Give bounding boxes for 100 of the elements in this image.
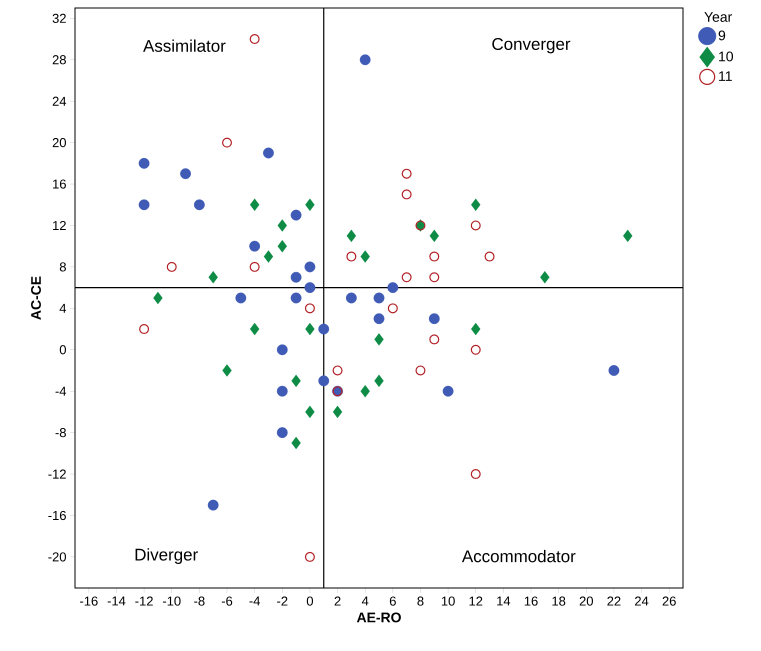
x-tick-label: -14 — [108, 596, 126, 606]
point — [264, 250, 274, 263]
point — [470, 469, 481, 480]
x-tick-label: 0 — [306, 596, 314, 606]
x-tick-label: 10 — [442, 596, 455, 606]
point — [608, 365, 620, 376]
point — [374, 292, 384, 304]
point — [276, 427, 288, 438]
point — [290, 292, 302, 304]
y-tick-label: -12 — [48, 470, 66, 479]
x-tick-label: 12 — [470, 596, 482, 606]
point — [290, 272, 302, 283]
point — [374, 313, 384, 324]
point — [166, 262, 177, 272]
point — [222, 364, 232, 377]
point — [250, 198, 260, 211]
y-tick-label: -16 — [48, 510, 66, 520]
point — [346, 252, 356, 262]
point — [305, 322, 315, 336]
point — [222, 138, 232, 148]
x-tick-label: 18 — [552, 596, 566, 606]
point — [402, 189, 412, 200]
point — [470, 220, 481, 230]
point — [249, 240, 260, 252]
point — [415, 365, 426, 376]
y-tick-label: 16 — [53, 179, 66, 189]
point — [429, 272, 440, 282]
x-tick-label: 20 — [580, 596, 593, 606]
point — [250, 34, 260, 44]
annotation: Converger — [492, 38, 570, 54]
x-tick-label: -12 — [135, 596, 153, 606]
point — [290, 210, 302, 221]
point — [470, 344, 481, 355]
point — [388, 303, 398, 314]
x-tick-label: 6 — [390, 596, 396, 606]
point — [278, 219, 287, 232]
x-tick-label: -2 — [277, 596, 288, 606]
legend-label: 10 — [719, 52, 734, 62]
point — [305, 406, 315, 418]
y-tick-label: 12 — [53, 220, 66, 230]
point — [139, 324, 150, 334]
y-tick-label: 32 — [52, 14, 66, 23]
x-tick-label: 26 — [662, 596, 676, 606]
annotation: Accommodator — [462, 550, 576, 562]
point — [346, 292, 357, 304]
point — [153, 292, 163, 304]
y-tick-label: -20 — [48, 552, 66, 562]
legend-label: 11 — [719, 71, 732, 81]
point — [471, 198, 480, 211]
x-tick-label: 2 — [334, 596, 340, 606]
point — [360, 54, 371, 66]
point — [304, 552, 315, 562]
point — [540, 271, 550, 284]
point — [180, 168, 191, 180]
x-axis-title: AE-RO — [356, 612, 401, 622]
point — [208, 500, 219, 511]
point — [138, 158, 150, 169]
legend-label: 9 — [718, 30, 726, 40]
point — [304, 282, 316, 294]
point — [318, 375, 330, 386]
x-tick-label: 16 — [524, 596, 538, 606]
point — [471, 322, 480, 336]
x-tick-label: 8 — [417, 596, 424, 606]
point — [346, 230, 356, 242]
y-axis-title: AC-CE — [31, 276, 41, 320]
legend-title: Year — [704, 12, 732, 22]
point — [194, 199, 205, 210]
point — [430, 230, 439, 242]
point — [318, 324, 330, 334]
x-tick-label: -8 — [194, 596, 205, 606]
point — [278, 240, 287, 252]
x-tick-label: 22 — [607, 596, 620, 606]
point — [332, 365, 343, 376]
point — [484, 252, 495, 262]
y-tick-label: 20 — [52, 138, 66, 148]
point — [428, 313, 440, 324]
point — [235, 292, 246, 304]
point — [360, 385, 370, 398]
x-tick-label: -10 — [162, 596, 181, 606]
point — [250, 262, 260, 272]
y-tick-label: 24 — [52, 96, 66, 106]
point — [387, 282, 398, 294]
y-tick-label: 4 — [60, 304, 66, 313]
point — [429, 334, 440, 344]
x-tick-label: 24 — [635, 596, 648, 606]
point — [250, 322, 260, 336]
point — [276, 344, 288, 356]
point — [429, 252, 440, 262]
y-tick-label: -4 — [56, 386, 66, 396]
y-tick-label: 0 — [60, 345, 66, 354]
point — [304, 262, 316, 272]
point — [305, 198, 315, 211]
point — [304, 303, 315, 314]
x-tick-label: -4 — [249, 596, 260, 606]
y-tick-label: 8 — [60, 262, 66, 272]
point — [623, 230, 632, 242]
point — [402, 168, 412, 179]
point — [402, 272, 412, 282]
point — [374, 374, 384, 388]
x-tick-label: 14 — [497, 596, 510, 606]
